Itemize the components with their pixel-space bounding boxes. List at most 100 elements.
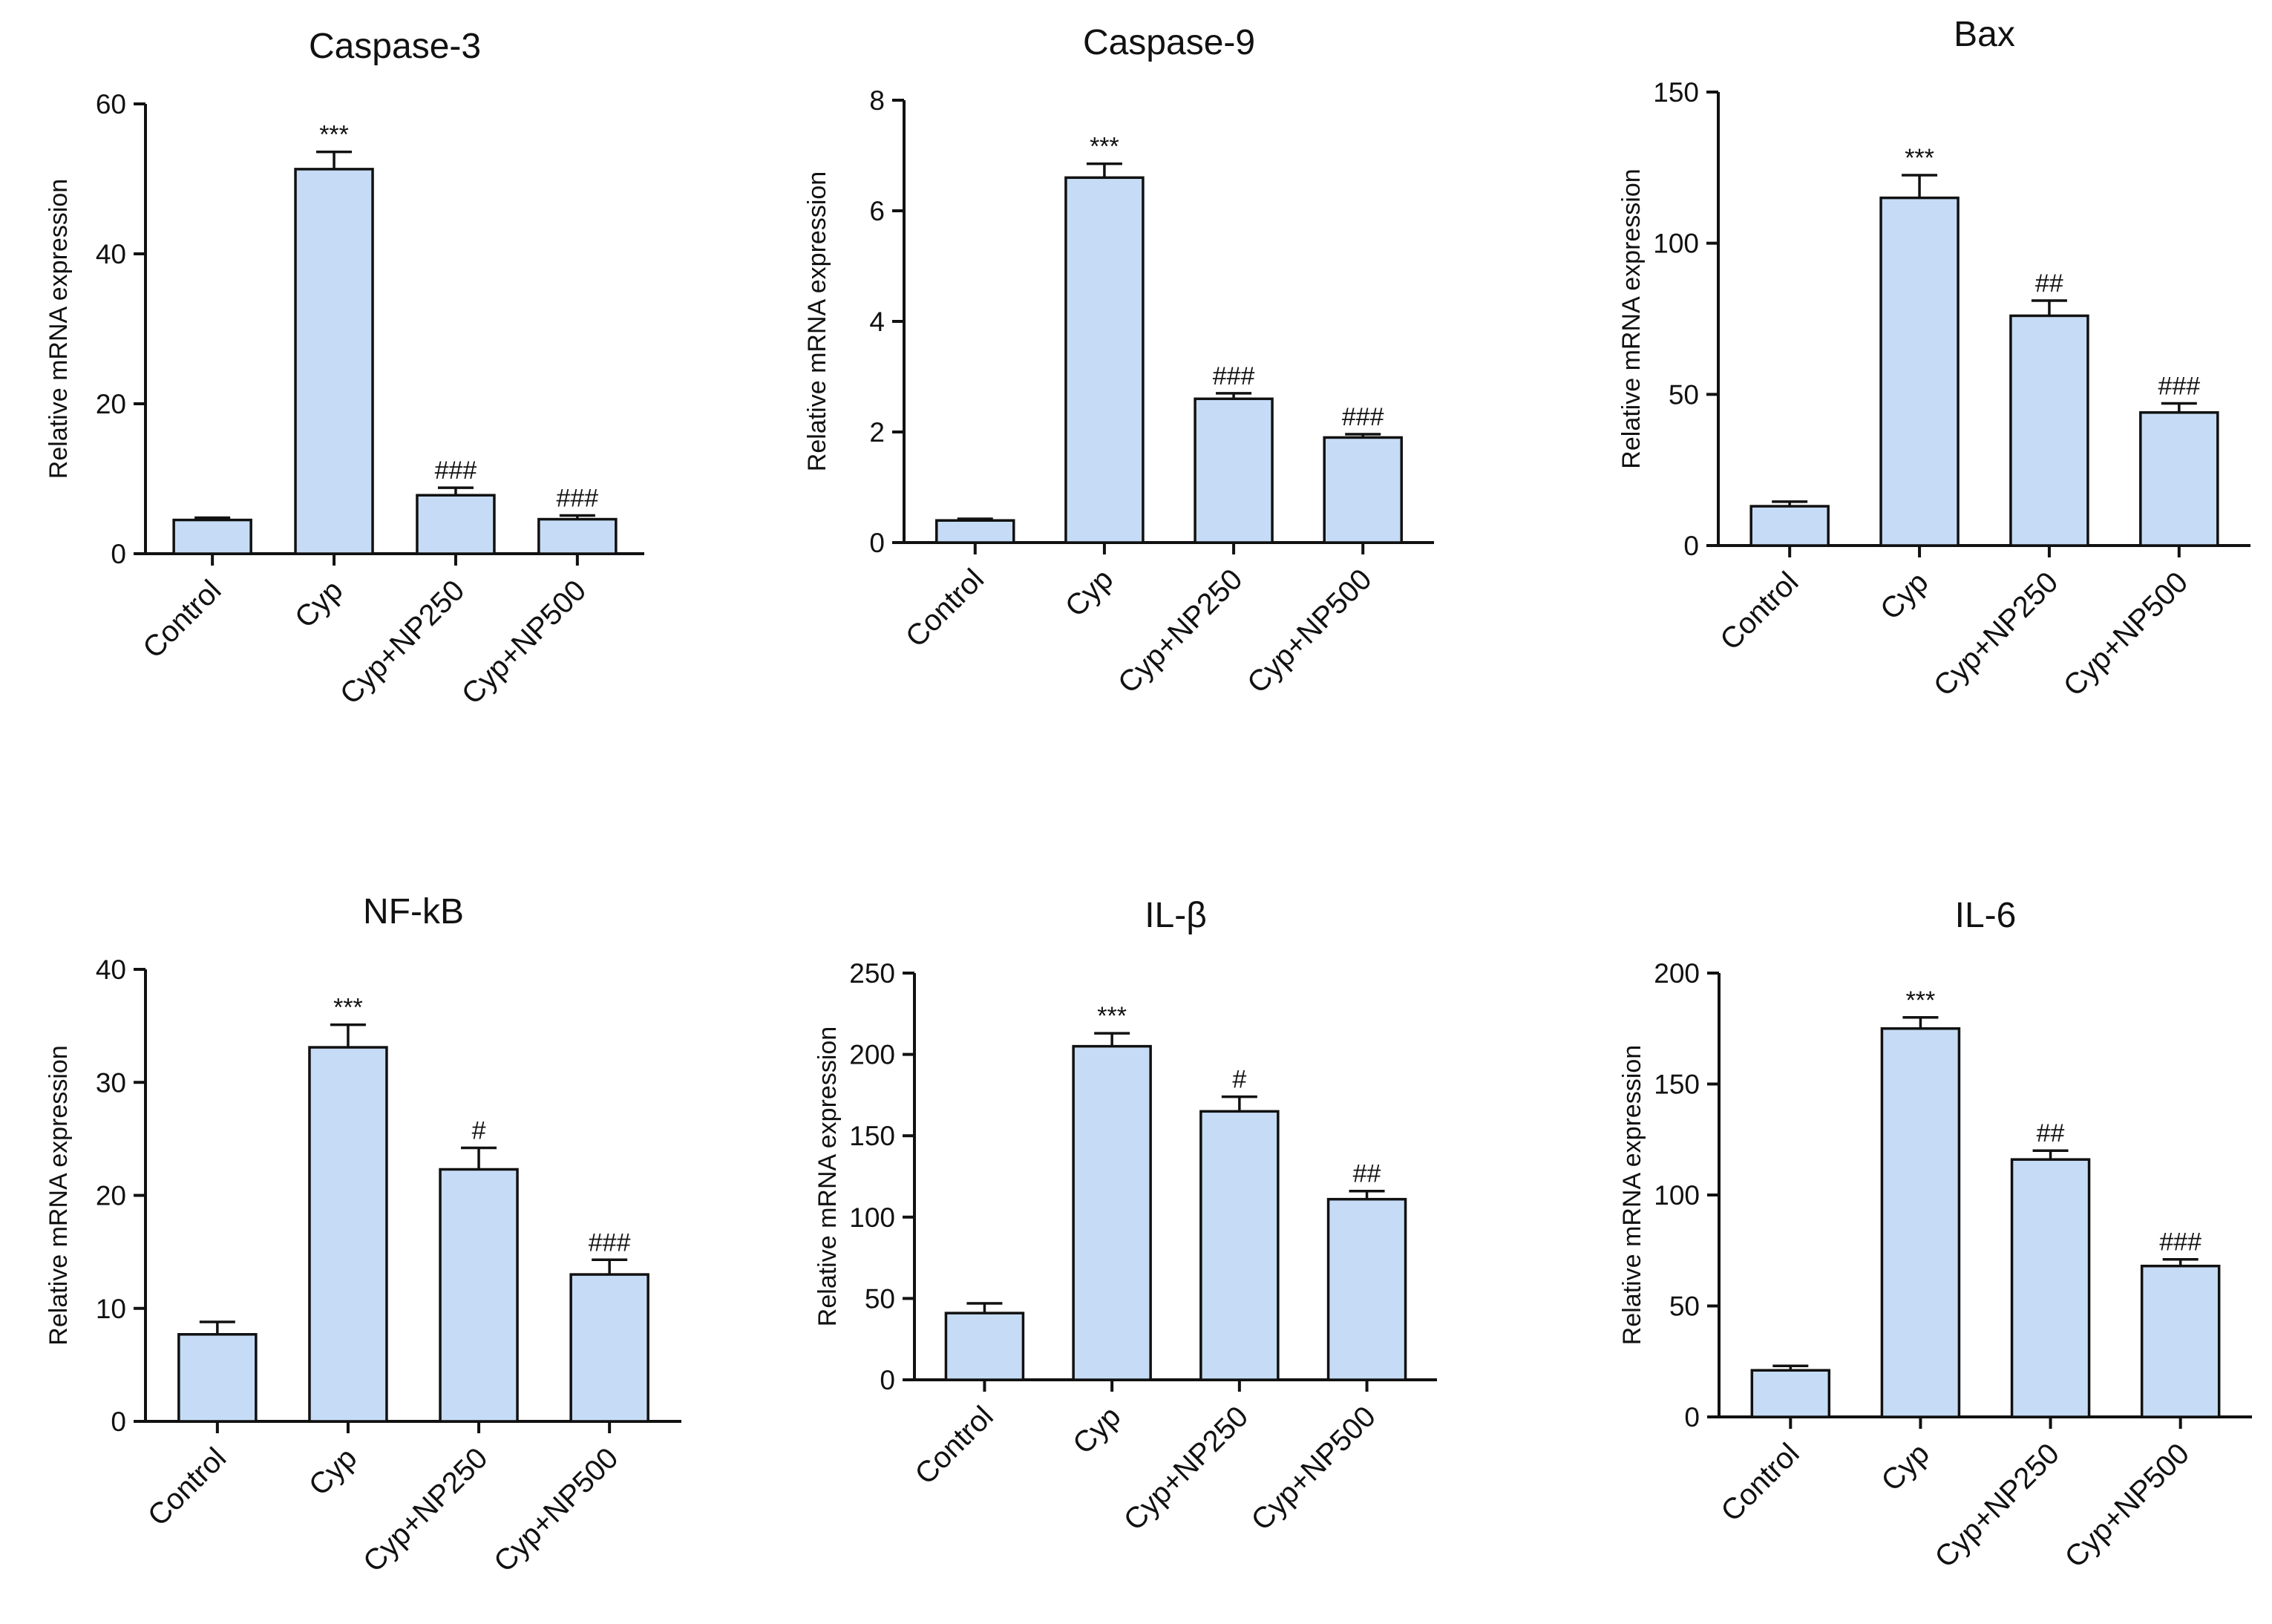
y-tick-label: 20	[96, 1181, 126, 1211]
bar-cyp-np500	[1326, 1197, 1407, 1381]
chart-title: NF-kB	[363, 892, 464, 931]
category-label: Cyp	[1875, 1437, 1935, 1497]
significance-label: ***	[1097, 1002, 1127, 1030]
y-tick-label: 0	[1684, 1402, 1700, 1433]
chart-title: IL-6	[1955, 896, 2017, 935]
category-label: Cyp	[303, 1441, 363, 1502]
chart-panel-4: NF-kB Relative mRNA expression 0 10 20 30 40 Co…	[45, 892, 681, 1579]
category-label: Control	[1715, 1437, 1805, 1528]
y-tick-label: 150	[1654, 1070, 1700, 1100]
y-tick-label: 100	[849, 1202, 895, 1233]
bar-cyp-np250	[416, 494, 496, 555]
bar-cyp	[1879, 196, 1960, 547]
bar-cyp-np500	[2140, 1264, 2221, 1418]
y-tick-label: 200	[849, 1040, 895, 1070]
category-label: Control	[1714, 566, 1804, 656]
chart-title: IL-β	[1145, 896, 1207, 935]
bar-cyp-np250	[1199, 1110, 1280, 1381]
significance-label: ###	[589, 1228, 631, 1257]
category-label: Control	[909, 1400, 1000, 1490]
significance-label: ***	[1906, 986, 1936, 1015]
significance-label: ###	[1342, 403, 1384, 431]
bar-cyp-np250	[1194, 397, 1274, 544]
significance-label: ###	[435, 456, 477, 485]
bar-cyp	[294, 168, 374, 555]
y-tick-label: 60	[96, 89, 126, 119]
bar-control	[1749, 505, 1830, 547]
y-tick-label: 0	[880, 1365, 895, 1395]
y-tick-label: 150	[1653, 77, 1699, 108]
bar-control	[944, 1312, 1025, 1381]
chart-panel-6: IL-6 Relative mRNA expression 0 50 100 150 200…	[1618, 896, 2252, 1574]
bar-cyp-np500	[537, 517, 618, 555]
y-tick-label: 0	[111, 539, 126, 569]
category-label: Cyp+NP500	[2057, 566, 2194, 702]
significance-label: ###	[556, 484, 598, 512]
y-axis-label: Relative mRNA expression	[803, 171, 831, 471]
significance-label: ***	[333, 994, 363, 1022]
chart-title: Bax	[1954, 15, 2015, 54]
category-label: Control	[137, 574, 227, 664]
y-tick-label: 150	[849, 1121, 895, 1151]
bar-cyp	[1064, 176, 1145, 544]
y-tick-label: 2	[869, 417, 885, 448]
category-label: Cyp+NP500	[488, 1441, 624, 1578]
y-tick-label: 30	[96, 1067, 126, 1098]
y-tick-label: 6	[869, 196, 885, 226]
y-axis-label: Relative mRNA expression	[45, 179, 73, 479]
y-tick-label: 50	[1669, 379, 1699, 410]
y-tick-label: 4	[869, 307, 885, 337]
significance-label: ###	[2158, 373, 2200, 401]
significance-label: ###	[1213, 362, 1255, 390]
bar-cyp	[1072, 1044, 1152, 1381]
y-tick-label: 250	[849, 958, 895, 989]
bar-cyp-np250	[2009, 314, 2089, 547]
significance-label: ##	[1353, 1160, 1381, 1188]
category-label: Cyp	[1067, 1400, 1127, 1460]
y-axis-label: Relative mRNA expression	[45, 1045, 73, 1345]
category-label: Cyp+NP250	[334, 574, 471, 710]
bar-cyp-np500	[1323, 436, 1403, 544]
significance-label: #	[1232, 1066, 1246, 1094]
significance-label: ***	[319, 121, 349, 149]
bar-cyp-np500	[569, 1273, 649, 1423]
bar-control	[172, 518, 252, 555]
significance-label: ##	[2035, 269, 2063, 298]
category-label: Cyp	[289, 574, 349, 634]
y-tick-label: 0	[111, 1407, 126, 1437]
bar-control	[177, 1333, 258, 1423]
category-label: Cyp+NP250	[357, 1441, 494, 1578]
bar-cyp-np500	[2139, 411, 2219, 547]
y-tick-label: 40	[96, 955, 126, 985]
category-label: Cyp+NP500	[2059, 1437, 2196, 1574]
category-label: Cyp+NP500	[1245, 1400, 1382, 1536]
category-label: Cyp+NP250	[1112, 563, 1248, 699]
bar-cyp	[1880, 1027, 1961, 1418]
bar-cyp-np250	[2010, 1158, 2091, 1418]
y-tick-label: 200	[1654, 958, 1700, 989]
y-tick-label: 50	[1669, 1291, 1700, 1322]
chart-panel-3: Bax Relative mRNA expression 0 50 100 150 Cont…	[1617, 15, 2250, 703]
y-tick-label: 20	[96, 389, 126, 419]
category-label: Control	[142, 1441, 232, 1532]
category-label: Cyp+NP250	[1118, 1400, 1254, 1536]
category-label: Cyp	[1059, 563, 1119, 623]
category-label: Cyp+NP250	[1929, 1437, 2066, 1574]
y-tick-label: 10	[96, 1294, 126, 1324]
chart-title: Caspase-9	[1083, 23, 1255, 62]
category-label: Control	[900, 563, 990, 653]
y-axis-label: Relative mRNA expression	[813, 1027, 842, 1326]
bar-cyp-np250	[439, 1168, 519, 1423]
significance-label: ###	[2159, 1228, 2201, 1257]
bar-control	[1750, 1369, 1831, 1418]
category-label: Cyp	[1874, 566, 1934, 626]
y-axis-label: Relative mRNA expression	[1618, 1045, 1646, 1345]
category-label: Cyp+NP250	[1928, 566, 2064, 702]
y-tick-label: 100	[1654, 1180, 1700, 1211]
category-label: Cyp+NP500	[456, 574, 592, 710]
chart-panel-5: IL-β Relative mRNA expression 0 50 100 150 200…	[813, 896, 1437, 1537]
y-tick-label: 8	[869, 85, 885, 116]
y-tick-label: 0	[1683, 531, 1699, 561]
chart-title: Caspase-3	[309, 27, 481, 66]
